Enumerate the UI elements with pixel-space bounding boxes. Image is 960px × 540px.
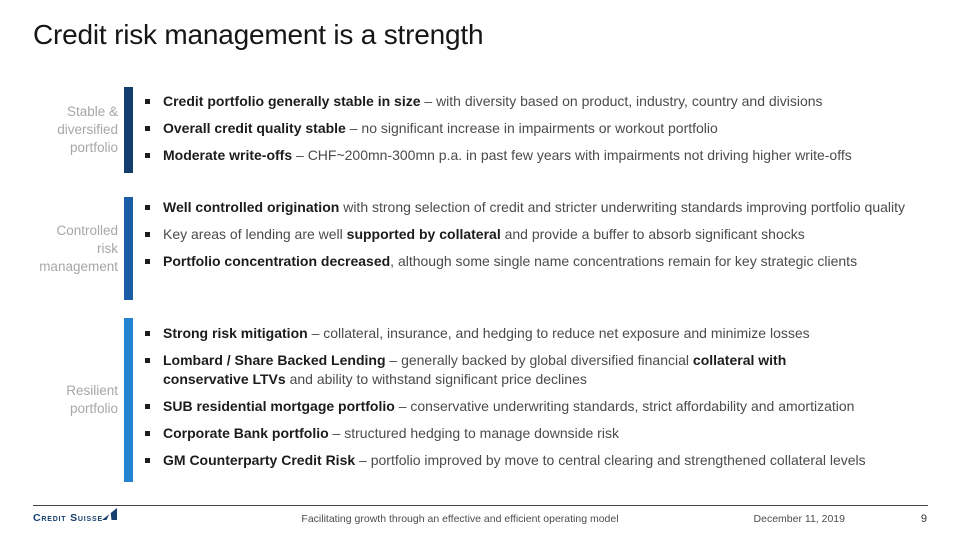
bullet-text: GM Counterparty Credit Risk – portfolio …: [163, 452, 866, 468]
section-label: Controlled risk management: [39, 222, 118, 274]
list-item: Lombard / Share Backed Lending – general…: [145, 351, 930, 389]
bullet-square-icon: [145, 331, 150, 336]
bullet-square-icon: [145, 205, 150, 210]
footer-divider: [33, 505, 928, 506]
credit-suisse-logo-text: Credit Suisse: [33, 512, 103, 524]
bullet-text: Credit portfolio generally stable in siz…: [163, 93, 823, 109]
footer-date: December 11, 2019: [753, 513, 845, 525]
bullet-square-icon: [145, 153, 150, 158]
section-label: Resilient portfolio: [66, 383, 118, 416]
bullet-text: Lombard / Share Backed Lending – general…: [163, 352, 787, 387]
list-item: Strong risk mitigation – collateral, ins…: [145, 324, 930, 343]
bullet-text: Strong risk mitigation – collateral, ins…: [163, 325, 810, 341]
bullet-list: Credit portfolio generally stable in siz…: [145, 92, 930, 165]
section-accent-bar: [124, 197, 133, 300]
section-stable-diversified-portfolio: Stable & diversified portfolio Credit po…: [33, 87, 930, 173]
bullet-text: Overall credit quality stable – no signi…: [163, 120, 718, 136]
bullet-square-icon: [145, 431, 150, 436]
page-number: 9: [920, 513, 927, 525]
bullet-text: Moderate write-offs – CHF~200mn-300mn p.…: [163, 147, 852, 163]
bullet-text: Well controlled origination with strong …: [163, 199, 906, 215]
list-item: Credit portfolio generally stable in siz…: [145, 92, 930, 111]
section-controlled-risk-management: Controlled risk management Well controll…: [33, 197, 930, 300]
bullet-square-icon: [145, 458, 150, 463]
bullet-list-container: Credit portfolio generally stable in siz…: [145, 87, 930, 173]
bullet-text: Corporate Bank portfolio – structured he…: [163, 425, 619, 441]
list-item: Corporate Bank portfolio – structured he…: [145, 424, 930, 443]
list-item: Portfolio concentration decreased, altho…: [145, 252, 930, 271]
list-item: Well controlled origination with strong …: [145, 198, 930, 217]
bullet-list: Strong risk mitigation – collateral, ins…: [145, 324, 930, 470]
bullet-square-icon: [145, 126, 150, 131]
page-title: Credit risk management is a strength: [33, 19, 484, 50]
bullet-square-icon: [145, 404, 150, 409]
section-resilient-portfolio: Resilient portfolio Strong risk mitigati…: [33, 318, 930, 482]
footer-tagline: Facilitating growth through an effective…: [301, 513, 619, 525]
bullet-text: SUB residential mortgage portfolio – con…: [163, 398, 855, 414]
bullet-square-icon: [145, 99, 150, 104]
bullet-list-container: Well controlled origination with strong …: [145, 197, 930, 279]
section-accent-bar: [124, 87, 133, 173]
section-label: Stable & diversified portfolio: [57, 104, 118, 155]
list-item: Overall credit quality stable – no signi…: [145, 119, 930, 138]
credit-suisse-sails-icon: [101, 508, 117, 520]
credit-suisse-logo: Credit Suisse: [33, 508, 117, 524]
bullet-square-icon: [145, 232, 150, 237]
list-item: SUB residential mortgage portfolio – con…: [145, 397, 930, 416]
list-item: GM Counterparty Credit Risk – portfolio …: [145, 451, 930, 470]
bullet-square-icon: [145, 358, 150, 363]
bullet-text: Key areas of lending are well supported …: [163, 226, 805, 242]
bullet-square-icon: [145, 259, 150, 264]
bullet-list-container: Strong risk mitigation – collateral, ins…: [145, 318, 930, 478]
list-item: Moderate write-offs – CHF~200mn-300mn p.…: [145, 146, 930, 165]
bullet-text: Portfolio concentration decreased, altho…: [163, 253, 858, 269]
list-item: Key areas of lending are well supported …: [145, 225, 930, 244]
bullet-list: Well controlled origination with strong …: [145, 198, 930, 271]
section-accent-bar: [124, 318, 133, 482]
